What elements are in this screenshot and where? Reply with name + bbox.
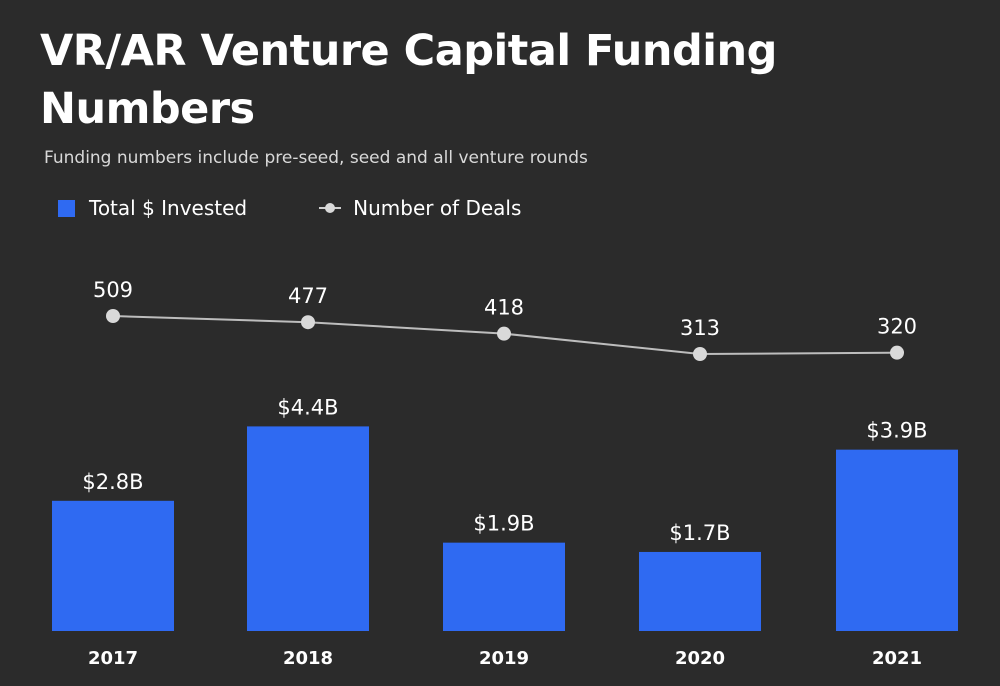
legend-label-number-of-deals: Number of Deals	[353, 196, 522, 220]
bar-2017	[52, 500, 174, 631]
x-tick-label-2021: 2021	[872, 648, 922, 669]
bar-value-label-2020: $1.7B	[669, 521, 730, 545]
x-tick-label-2020: 2020	[675, 648, 725, 669]
legend-item-total-invested: Total $ Invested	[58, 196, 247, 220]
legend-swatch-bar	[58, 199, 75, 217]
x-tick-label-2018: 2018	[283, 648, 333, 669]
chart-subtitle: Funding numbers include pre-seed, seed a…	[44, 148, 588, 168]
deals-point-2018	[301, 315, 315, 330]
bar-2019	[443, 542, 565, 631]
x-tick-label-2019: 2019	[479, 648, 529, 669]
bar-2018	[247, 426, 369, 631]
deals-value-label-2018: 477	[288, 284, 328, 308]
bar-value-label-2017: $2.8B	[82, 470, 143, 494]
deals-value-label-2020: 313	[680, 316, 720, 340]
chart-title: VR/AR Venture Capital Funding Numbers	[40, 26, 777, 134]
deals-point-2019	[497, 326, 511, 341]
bar-value-label-2018: $4.4B	[277, 395, 338, 419]
deals-value-label-2021: 320	[877, 315, 917, 339]
bar-value-label-2019: $1.9B	[473, 512, 534, 536]
x-tick-label-2017: 2017	[88, 648, 138, 669]
bar-2021	[836, 449, 958, 631]
deals-value-label-2017: 509	[93, 278, 133, 302]
bar-2020	[639, 551, 761, 631]
legend-item-number-of-deals: Number of Deals	[319, 196, 521, 220]
deals-point-2020	[693, 347, 707, 361]
deals-value-label-2019: 418	[484, 296, 524, 320]
legend-label-total-invested: Total $ Invested	[89, 196, 248, 220]
deals-point-2021	[890, 345, 904, 360]
deals-point-2017	[106, 309, 120, 323]
legend-swatch-line	[319, 202, 342, 214]
bar-value-label-2021: $3.9B	[866, 419, 927, 443]
legend: Total $ Invested Number of Deals	[58, 196, 521, 220]
